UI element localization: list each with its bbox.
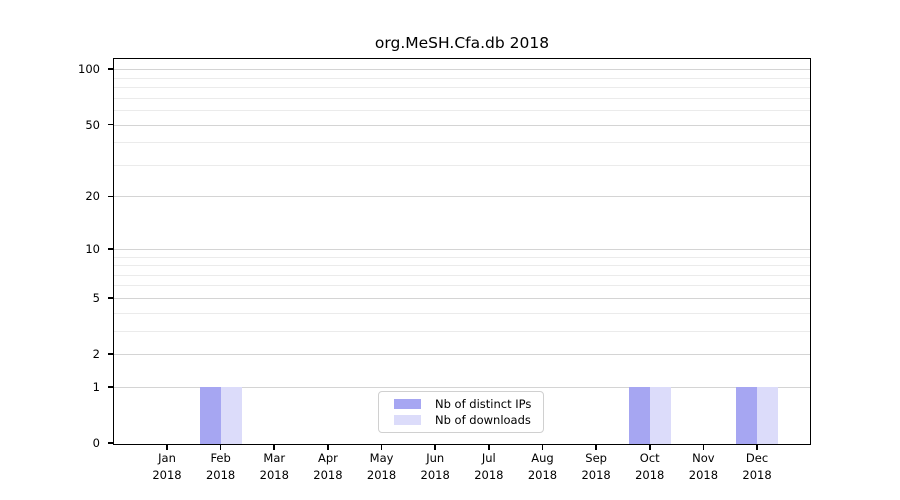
y-tick-mark: [108, 123, 113, 126]
legend-entry: Nb of distinct IPs: [387, 396, 535, 412]
minor-gridline: [113, 97, 811, 99]
x-tick-year: 2018: [688, 467, 719, 482]
y-tick-mark: [108, 247, 113, 250]
legend-label: Nb of downloads: [435, 413, 531, 427]
minor-gridline: [113, 87, 811, 89]
x-tick-month: Aug: [531, 451, 554, 465]
legend: Nb of distinct IPs Nb of downloads: [378, 391, 544, 433]
chart-title: org.MeSH.Cfa.db 2018: [374, 34, 550, 52]
x-tick-year: 2018: [420, 467, 450, 482]
x-tick-month: Sep: [585, 451, 607, 465]
x-tick-label: Dec 2018: [727, 450, 787, 483]
x-tick-label: Feb 2018: [191, 450, 251, 483]
y-tick-mark: [108, 68, 113, 70]
x-tick-year: 2018: [635, 467, 665, 482]
x-tick-label: Aug 2018: [512, 450, 572, 483]
y-tick-label: 10: [85, 241, 100, 256]
major-gridline: [113, 248, 811, 250]
x-tick-label: Jan 2018: [137, 450, 197, 483]
x-tick-year: 2018: [313, 467, 343, 482]
major-gridline: [113, 297, 811, 299]
x-tick-month: Feb: [210, 451, 231, 465]
x-tick-label: Jun 2018: [405, 450, 465, 483]
major-gridline: [113, 386, 811, 388]
x-tick-month: May: [369, 451, 394, 465]
minor-gridline: [113, 142, 811, 144]
x-tick-label: Sep 2018: [566, 450, 626, 483]
x-tick-mark: [219, 445, 222, 450]
x-tick-mark: [166, 445, 168, 450]
y-tick-label: 20: [85, 189, 100, 204]
major-gridline: [113, 69, 811, 71]
x-tick-year: 2018: [581, 467, 611, 482]
x-tick-label: Oct 2018: [620, 450, 680, 483]
y-tick-label: 0: [92, 436, 100, 450]
x-tick-mark: [541, 445, 544, 450]
x-tick-month: Mar: [263, 451, 286, 465]
major-gridline: [113, 354, 811, 356]
x-tick-label: Mar 2018: [244, 450, 304, 483]
x-tick-month: Dec: [745, 451, 769, 465]
minor-gridline: [113, 77, 811, 79]
x-tick-month: Oct: [639, 451, 660, 465]
minor-gridline: [113, 110, 811, 112]
minor-gridline: [113, 265, 811, 267]
legend-swatch-nb-of-downloads: [394, 415, 421, 425]
x-tick-mark: [327, 445, 329, 450]
bar-nb-of-downloads-dec: [757, 386, 779, 445]
x-tick-month: Nov: [692, 451, 715, 465]
x-tick-mark: [595, 445, 597, 450]
y-tick-label: 1: [92, 379, 100, 394]
x-tick-year: 2018: [742, 467, 772, 482]
x-tick-mark: [488, 445, 490, 450]
bar-nb-of-distinct-ips-feb: [199, 386, 221, 445]
major-gridline: [113, 124, 811, 126]
x-tick-month: Apr: [317, 451, 338, 465]
x-tick-year: 2018: [527, 467, 558, 482]
y-tick-label: 5: [92, 290, 100, 305]
y-tick-mark: [108, 442, 113, 444]
y-tick-label: 100: [78, 62, 100, 77]
x-tick-mark: [702, 445, 705, 450]
y-tick-mark: [108, 386, 113, 388]
minor-gridline: [113, 274, 811, 276]
x-tick-label: Nov 2018: [673, 450, 733, 483]
x-tick-mark: [756, 445, 758, 450]
x-tick-year: 2018: [366, 467, 397, 482]
y-tick-mark: [108, 353, 113, 355]
bar-nb-of-downloads-oct: [649, 386, 671, 445]
y-tick-label: 50: [85, 117, 100, 132]
x-tick-year: 2018: [205, 467, 236, 482]
bar-nb-of-distinct-ips-dec: [736, 386, 758, 445]
major-gridline: [113, 196, 811, 198]
x-tick-month: Jan: [158, 451, 176, 465]
minor-gridline: [113, 285, 811, 287]
x-tick-label: Jul 2018: [459, 450, 519, 483]
x-tick-year: 2018: [152, 467, 182, 482]
bar-nb-of-distinct-ips-oct: [628, 386, 650, 445]
y-tick-mark: [108, 195, 113, 198]
y-tick-mark: [108, 297, 113, 299]
bar-nb-of-downloads-feb: [220, 386, 242, 445]
legend-entry: Nb of downloads: [387, 412, 535, 428]
x-tick-label: May 2018: [352, 450, 412, 483]
x-tick-month: Jul: [481, 451, 496, 465]
y-tick-label: 2: [92, 347, 100, 362]
x-tick-mark: [273, 445, 276, 450]
legend-swatch-nb-of-distinct-ips: [394, 399, 421, 409]
minor-gridline: [113, 330, 811, 332]
x-tick-year: 2018: [474, 467, 504, 482]
minor-gridline: [113, 256, 811, 258]
x-tick-mark: [434, 445, 436, 450]
x-tick-mark: [380, 445, 383, 450]
x-tick-mark: [648, 445, 651, 450]
x-tick-month: Jun: [426, 451, 445, 465]
x-tick-label: Apr 2018: [298, 450, 358, 483]
minor-gridline: [113, 164, 811, 166]
minor-gridline: [113, 312, 811, 314]
x-tick-year: 2018: [259, 467, 289, 482]
legend-label: Nb of distinct IPs: [435, 397, 532, 411]
